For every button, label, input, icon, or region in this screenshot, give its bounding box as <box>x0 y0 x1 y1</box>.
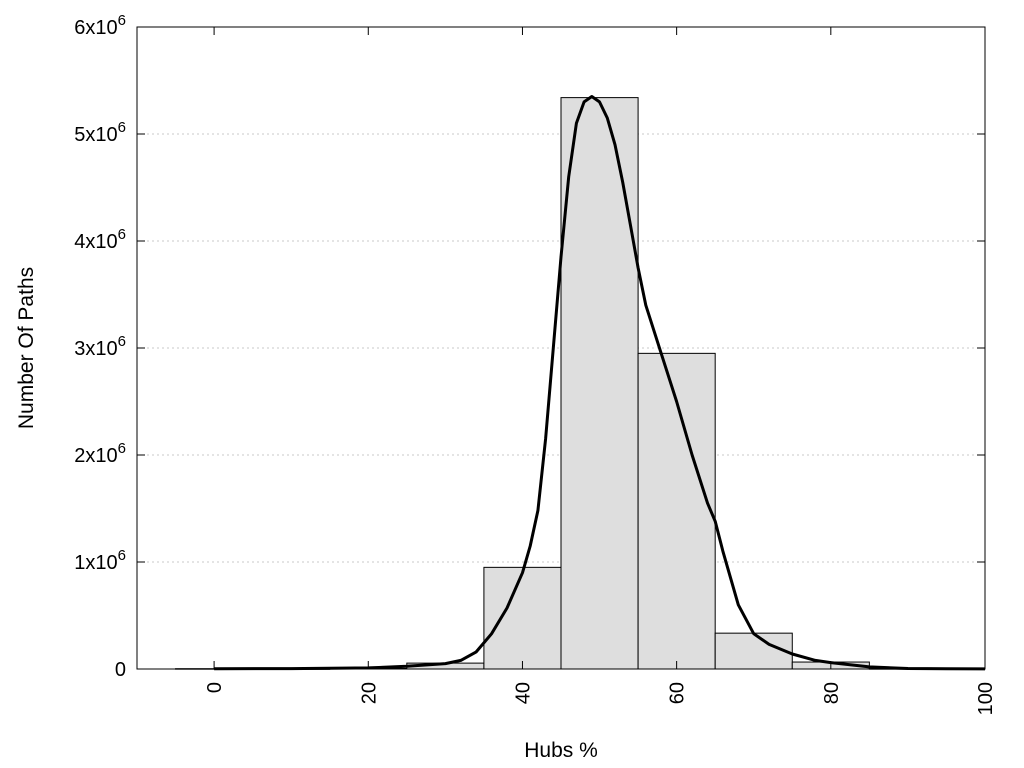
x-tick-label-2: 40 <box>512 682 534 704</box>
y-tick-label-4: 4x106 <box>74 226 126 253</box>
y-tick-labels: 0 1x106 2x106 3x106 4x106 5x106 6x106 <box>74 12 126 681</box>
histogram-bars <box>175 97 947 670</box>
x-tick-labels: 0 20 40 60 80 100 <box>204 682 997 715</box>
y-tick-label-1: 1x106 <box>74 547 126 574</box>
fit-curve-line <box>214 95 986 671</box>
x-tick-label-3: 60 <box>667 682 689 704</box>
y-axis-label: Number Of Paths <box>15 267 38 429</box>
x-axis-label: Hubs % <box>524 739 598 762</box>
axis-ticks <box>137 26 986 670</box>
y-tick-label-5: 5x106 <box>74 119 126 146</box>
x-tick-label-4: 80 <box>821 682 843 704</box>
x-tick-label-0: 0 <box>204 682 226 693</box>
x-tick-label-5: 100 <box>975 682 997 715</box>
x-tick-label-1: 20 <box>358 682 380 704</box>
histogram-bar-5 <box>560 97 639 670</box>
gridlines <box>137 133 985 563</box>
y-tick-label-2: 2x106 <box>74 440 126 467</box>
y-tick-label-6: 6x106 <box>74 12 126 39</box>
y-tick-label-0: 0 <box>115 659 126 681</box>
histogram-bar-4 <box>483 566 562 670</box>
y-tick-label-3: 3x106 <box>74 333 126 360</box>
histogram-bar-7 <box>714 632 793 670</box>
